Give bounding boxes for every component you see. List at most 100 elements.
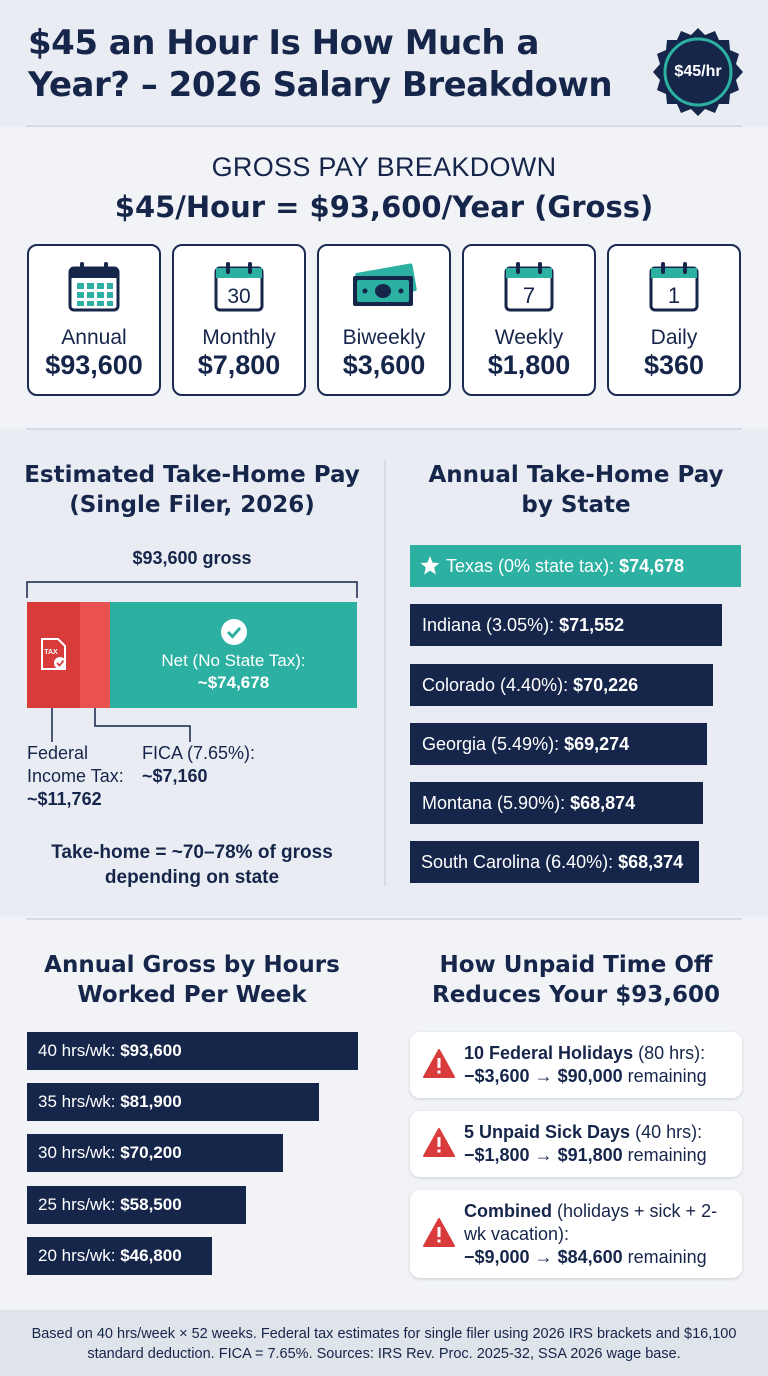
- pay-card-monthly: 30 Monthly $7,800: [172, 244, 306, 396]
- badge-seal-icon: [653, 28, 743, 116]
- title-line: Reduces Your $93,600: [432, 982, 720, 1008]
- state-value: $71,552: [559, 615, 625, 635]
- warning-icon: [423, 1128, 455, 1157]
- footer-note: Based on 40 hrs/week × 52 weeks. Federal…: [31, 1326, 737, 1362]
- card-label: Weekly: [494, 326, 564, 349]
- hours-label: 20 hrs/wk:: [38, 1246, 116, 1265]
- state-value: $70,226: [573, 675, 639, 695]
- pto-change: −$1,800 → $91,800: [464, 1145, 623, 1165]
- gross-bracket-icon: [26, 581, 358, 598]
- state-bar-colorado: Colorado (4.40%): $70,226: [410, 664, 713, 706]
- state-label: Texas (0% state tax):: [446, 556, 615, 576]
- calendar-icon: 1: [649, 262, 699, 312]
- label-line: FICA (7.65%):: [142, 743, 256, 763]
- title-line: Worked Per Week: [77, 982, 307, 1008]
- hours-bar-20: 20 hrs/wk: $46,800: [27, 1237, 212, 1275]
- gross-bracket-label: $93,600 gross: [132, 548, 252, 568]
- pto-text: 10 Federal Holidays (80 hrs): −$3,600 → …: [464, 1042, 736, 1088]
- state-label: Georgia (5.49%):: [422, 734, 560, 754]
- pto-title: How Unpaid Time Off Reduces Your $93,600: [396, 950, 756, 1010]
- state-bar-south-carolina: South Carolina (6.40%): $68,374: [410, 841, 699, 883]
- pto-change: −$9,000 → $84,600: [464, 1247, 623, 1267]
- net-label: Net (No State Tax):: [161, 651, 306, 670]
- check-circle-icon: [221, 619, 247, 645]
- pay-card-daily: 1 Daily $360: [607, 244, 741, 396]
- pto-card-sick-days: 5 Unpaid Sick Days (40 hrs): −$1,800 → $…: [410, 1111, 742, 1177]
- pay-card-annual: Annual $93,600: [27, 244, 161, 396]
- card-value: $7,800: [197, 350, 281, 380]
- footer: Based on 40 hrs/week × 52 weeks. Federal…: [0, 1310, 768, 1376]
- state-bar-montana: Montana (5.90%): $68,874: [410, 782, 703, 824]
- fica-label: FICA (7.65%): ~$7,160: [142, 742, 255, 788]
- hours-title: Annual Gross by Hours Worked Per Week: [14, 950, 370, 1010]
- state-label: South Carolina (6.40%):: [421, 852, 614, 872]
- hours-label: 35 hrs/wk:: [38, 1092, 116, 1111]
- hours-value: $46,800: [120, 1246, 182, 1265]
- hours-value: $70,200: [120, 1143, 182, 1162]
- pto-rest: (40 hrs):: [630, 1122, 703, 1142]
- title-line: (Single Filer, 2026): [69, 492, 315, 518]
- net-value: ~$74,678: [197, 673, 270, 692]
- calendar-number: 7: [523, 283, 535, 308]
- card-label: Monthly: [202, 326, 276, 349]
- column-divider: [384, 460, 386, 886]
- hours-bar-40: 40 hrs/wk: $93,600: [27, 1032, 358, 1070]
- title-line: Annual Gross by Hours: [44, 952, 340, 978]
- pto-bold: Combined: [464, 1201, 552, 1221]
- pto-card-combined: Combined (holidays + sick + 2-wk vacatio…: [410, 1190, 742, 1278]
- state-bar-georgia: Georgia (5.49%): $69,274: [410, 723, 707, 765]
- card-value: $1,800: [487, 350, 571, 380]
- gross-pay-section: GROSS PAY BREAKDOWN $45/Hour = $93,600/Y…: [0, 128, 768, 426]
- hours-label: 40 hrs/wk:: [38, 1041, 116, 1060]
- calendar-icon: 7: [504, 262, 554, 312]
- net-pay-label: Net (No State Tax): ~$74,678: [110, 650, 357, 694]
- title-line: by State: [521, 492, 631, 518]
- note-line: Take-home = ~70–78% of gross: [51, 842, 333, 863]
- divider: [26, 125, 742, 127]
- state-label: Indiana (3.05%):: [422, 615, 555, 635]
- federal-tax-label: Federal Income Tax: ~$11,762: [27, 742, 124, 811]
- pto-bold: 5 Unpaid Sick Days: [464, 1122, 631, 1142]
- rate-badge: $45/hr: [652, 26, 744, 118]
- hours-value: $81,900: [120, 1092, 182, 1111]
- state-value: $68,374: [618, 852, 684, 872]
- pto-rest: (80 hrs):: [633, 1043, 706, 1063]
- pto-text: 5 Unpaid Sick Days (40 hrs): −$1,800 → $…: [464, 1121, 736, 1167]
- state-value: $68,874: [570, 793, 636, 813]
- hours-label: 25 hrs/wk:: [38, 1195, 116, 1214]
- state-value: $69,274: [564, 734, 630, 754]
- card-label: Annual: [61, 326, 127, 349]
- divider: [26, 428, 742, 430]
- federal-tax-value: ~$11,762: [27, 789, 102, 809]
- calendar-grid-icon: [68, 262, 120, 312]
- card-value: $93,600: [45, 350, 143, 380]
- take-home-note: Take-home = ~70–78% of gross depending o…: [26, 840, 358, 890]
- warning-icon: [423, 1218, 455, 1247]
- badge-label: $45/hr: [674, 63, 722, 80]
- note-line: depending on state: [104, 867, 280, 888]
- hours-value: $58,500: [120, 1195, 182, 1214]
- pto-suffix: remaining: [622, 1066, 707, 1086]
- header: $45 an Hour Is How Much a Year? – 2026 S…: [0, 0, 768, 126]
- calendar-number: 30: [227, 285, 250, 308]
- state-label: Colorado (4.40%):: [422, 675, 569, 695]
- state-title: Annual Take-Home Pay by State: [396, 460, 756, 520]
- federal-tax-bar: TAX: [27, 602, 80, 708]
- pay-card-biweekly: Biweekly $3,600: [317, 244, 451, 396]
- pto-change: −$3,600 → $90,000: [464, 1066, 623, 1086]
- card-value: $360: [643, 350, 705, 380]
- star-icon: [420, 556, 440, 575]
- title-line: How Unpaid Time Off: [439, 952, 713, 978]
- calendar-number: 1: [668, 283, 680, 308]
- fica-value: ~$7,160: [142, 766, 208, 786]
- title-line: Annual Take-Home Pay: [428, 462, 724, 488]
- label-line: Income Tax:: [27, 766, 124, 786]
- take-home-section: Estimated Take-Home Pay (Single Filer, 2…: [0, 430, 768, 916]
- state-bar-texas: Texas (0% state tax): $74,678: [410, 545, 741, 587]
- title-line: Estimated Take-Home Pay: [24, 462, 360, 488]
- hours-bar-25: 25 hrs/wk: $58,500: [27, 1186, 246, 1224]
- gross-heading: GROSS PAY BREAKDOWN: [211, 152, 557, 182]
- pto-bold: 10 Federal Holidays: [464, 1043, 634, 1063]
- page-title: $45 an Hour Is How Much a Year? – 2026 S…: [28, 23, 613, 105]
- divider: [26, 918, 742, 920]
